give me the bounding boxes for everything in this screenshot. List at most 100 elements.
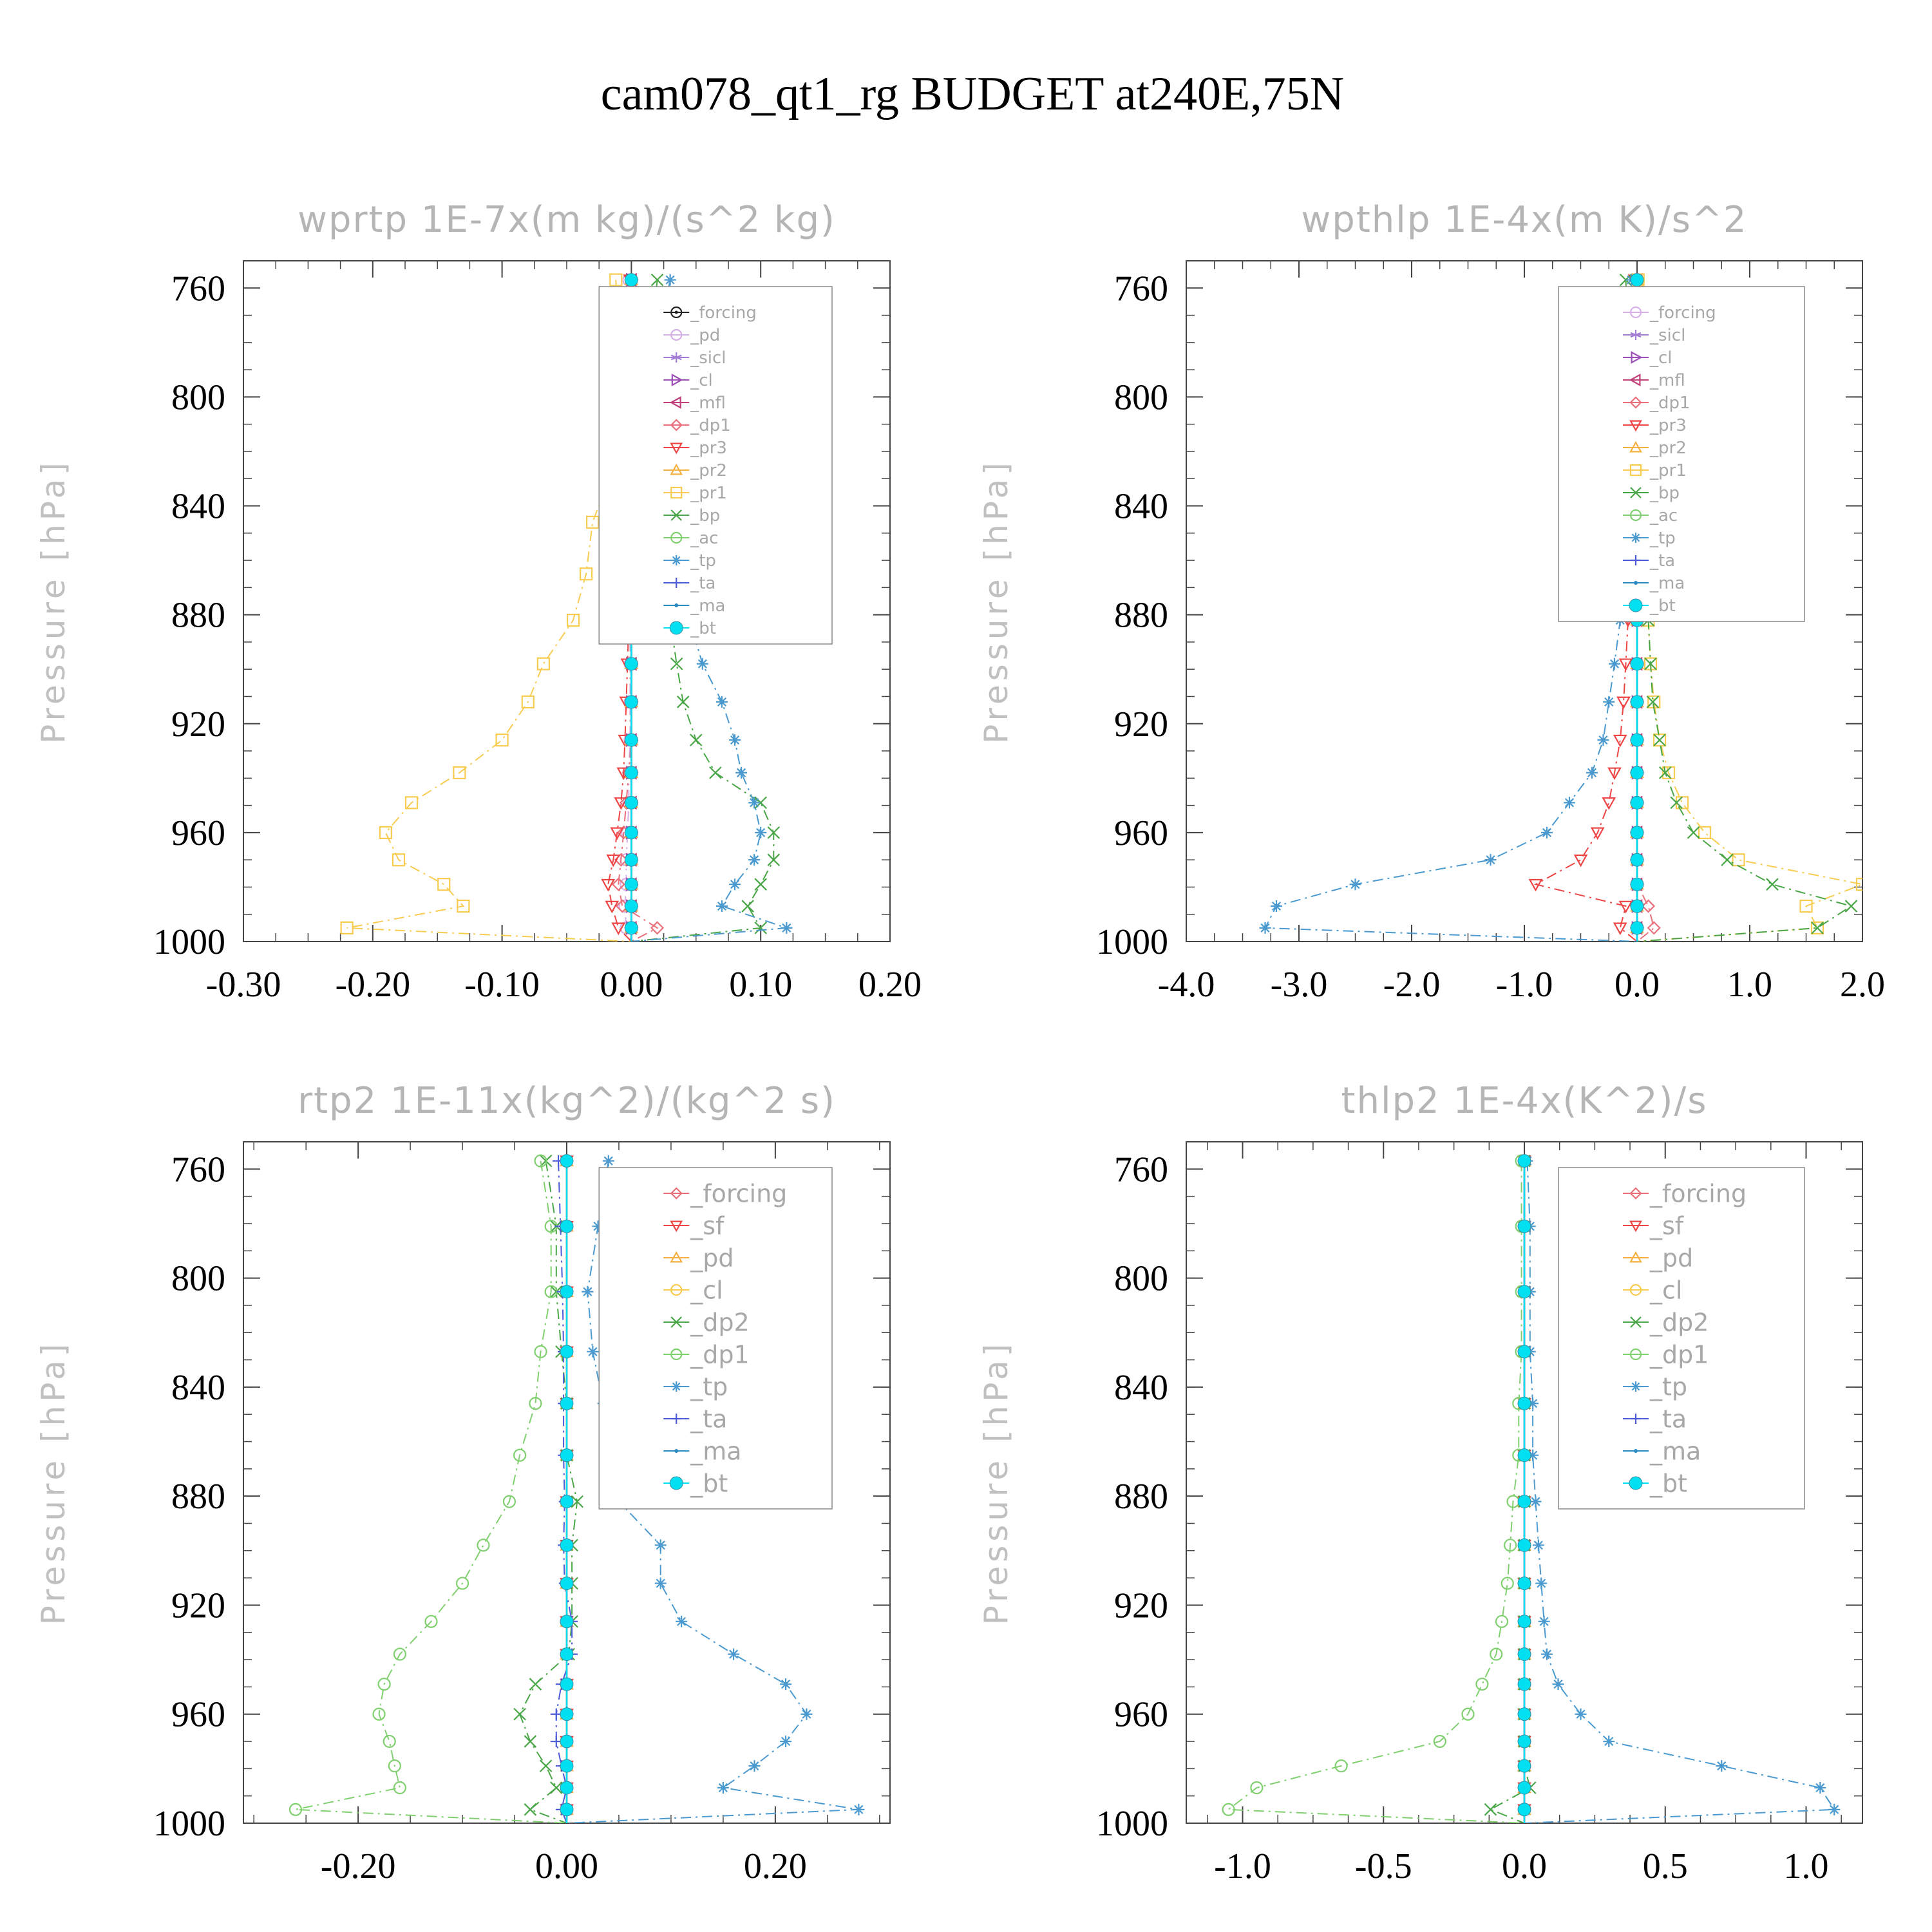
legend-marker-dp2 <box>1630 1316 1642 1328</box>
data-point-tp <box>1814 1781 1826 1794</box>
data-point-tp <box>1530 1495 1542 1508</box>
y-tick-label: 920 <box>1114 705 1168 744</box>
data-point-tp <box>1603 1736 1615 1748</box>
legend-marker-forcing-ring <box>670 306 683 319</box>
data-point-dp2 <box>513 1707 526 1721</box>
data-point-bp <box>1687 826 1700 839</box>
data-point-dp1 <box>477 1539 490 1552</box>
data-point-bt <box>560 1495 574 1509</box>
data-point-dp1 <box>1641 899 1656 913</box>
data-point-bt <box>1517 1647 1531 1662</box>
legend-marker-pr3 <box>1629 420 1642 432</box>
legend-marker-ma <box>1634 581 1638 585</box>
series-line-bp <box>631 279 775 942</box>
data-point-dp1 <box>424 1615 438 1628</box>
legend-label-bt: _bt <box>1649 596 1676 616</box>
data-point-pr3 <box>1602 797 1616 810</box>
x-tick-label: 0.10 <box>729 965 792 1005</box>
data-point-dp1 <box>502 1495 516 1508</box>
data-point-tp <box>780 1678 792 1690</box>
x-tick-label: -0.10 <box>464 965 540 1005</box>
y-tick-label: 960 <box>171 813 225 853</box>
legend-label-pd: _pd <box>1649 1244 1693 1272</box>
legend-marker-ta <box>1631 555 1641 565</box>
legend-box <box>1558 286 1805 622</box>
series-line-pr3 <box>1533 279 1638 942</box>
legend-label-ma: _ma <box>1649 1437 1701 1465</box>
data-point-pr1 <box>457 899 470 913</box>
y-tick-label: 1000 <box>153 1804 225 1844</box>
legend-label-bt: _bt <box>690 1469 728 1497</box>
x-tick-label: 0.20 <box>858 965 922 1005</box>
x-tick-label: -1.0 <box>1214 1846 1271 1886</box>
data-point-bt <box>560 1734 574 1748</box>
series-line-pd <box>624 279 632 942</box>
data-point-dp1 <box>534 1154 547 1168</box>
y-tick-label: 880 <box>1114 596 1168 636</box>
data-point-tp <box>755 826 767 838</box>
data-point-pr1 <box>404 796 419 810</box>
data-point-dp1 <box>393 1781 407 1795</box>
data-point-pr3 <box>1618 900 1633 914</box>
data-point-bp <box>1766 878 1779 891</box>
y-axis-label: Pressure [hPa] <box>35 1340 72 1625</box>
y-tick-label: 800 <box>1114 1259 1168 1299</box>
data-point-bt <box>1630 733 1644 747</box>
legend-label-mfl: _mfl <box>690 393 726 413</box>
data-point-pr1 <box>1662 766 1676 779</box>
data-point-bt <box>560 1448 574 1463</box>
legend-marker-dp1 <box>670 419 683 431</box>
x-tick-label: 0.5 <box>1643 1846 1688 1886</box>
data-point-tp <box>602 1155 614 1167</box>
data-point-bt <box>1517 1345 1531 1359</box>
legend-marker-pr2 <box>1629 440 1642 453</box>
data-point-dp1 <box>1461 1707 1475 1721</box>
legend-label-ma: _ma <box>690 596 725 616</box>
legend-label-dp1: _dp1 <box>1649 393 1690 413</box>
legend-marker-sicl <box>670 352 682 363</box>
data-point-pr3 <box>601 878 616 892</box>
legend: _forcing _sf _pd _cl _dp2 _dp1 _tp _ta _ma _bt <box>598 1167 833 1510</box>
data-point-dp1 <box>393 1647 407 1661</box>
data-point-dp1 <box>1334 1759 1348 1773</box>
legend-marker-dp1 <box>1629 396 1642 409</box>
data-point-bt <box>1630 921 1644 935</box>
data-point-bt <box>624 733 638 747</box>
data-point-pr1 <box>1810 921 1824 934</box>
legend-marker-tp <box>671 1381 682 1392</box>
legend-label-ma: _ma <box>690 1437 741 1465</box>
data-point-tp <box>1609 658 1620 670</box>
data-point-bt <box>1517 1495 1531 1509</box>
legend-marker-sf <box>1629 1220 1642 1233</box>
data-point-bp <box>690 734 703 746</box>
y-tick-label: 840 <box>171 1368 225 1408</box>
figure-title: cam078_qt1_rg BUDGET at240E,75N <box>601 68 1344 120</box>
data-point-bt <box>560 1345 574 1359</box>
data-point-pr3 <box>1616 696 1631 710</box>
data-point-tp <box>780 1736 792 1748</box>
legend-label-bt: _bt <box>690 619 716 638</box>
legend-label-forcing: _forcing <box>690 303 757 323</box>
x-tick-label: 0.00 <box>535 1846 598 1886</box>
data-point-tp <box>715 900 728 913</box>
data-point-tp <box>729 734 741 746</box>
data-point-bt <box>560 1803 574 1817</box>
data-point-bt <box>1517 1803 1531 1817</box>
data-point-dp1 <box>1647 921 1661 935</box>
data-point-tp <box>748 854 761 866</box>
legend-marker-ma <box>1634 1449 1638 1453</box>
y-tick-label: 1000 <box>1096 922 1168 962</box>
data-point-bt <box>1630 695 1644 709</box>
x-tick-label: 0.00 <box>600 965 663 1005</box>
data-point-bt <box>624 826 638 840</box>
data-point-bp <box>1653 734 1666 746</box>
legend-label-ta: _ta <box>1649 551 1675 571</box>
panel-title: thlp2 1E-4x(K^2)/s <box>1341 1080 1708 1122</box>
data-point-bp <box>1811 922 1824 934</box>
data-point-bt <box>624 657 638 671</box>
x-tick-label: -0.5 <box>1355 1846 1412 1886</box>
data-point-bp <box>1721 853 1734 866</box>
legend-label-cl: _cl <box>1649 348 1672 368</box>
legend-label-dp1: _dp1 <box>1649 1340 1709 1368</box>
data-point-bt <box>1517 1707 1531 1721</box>
